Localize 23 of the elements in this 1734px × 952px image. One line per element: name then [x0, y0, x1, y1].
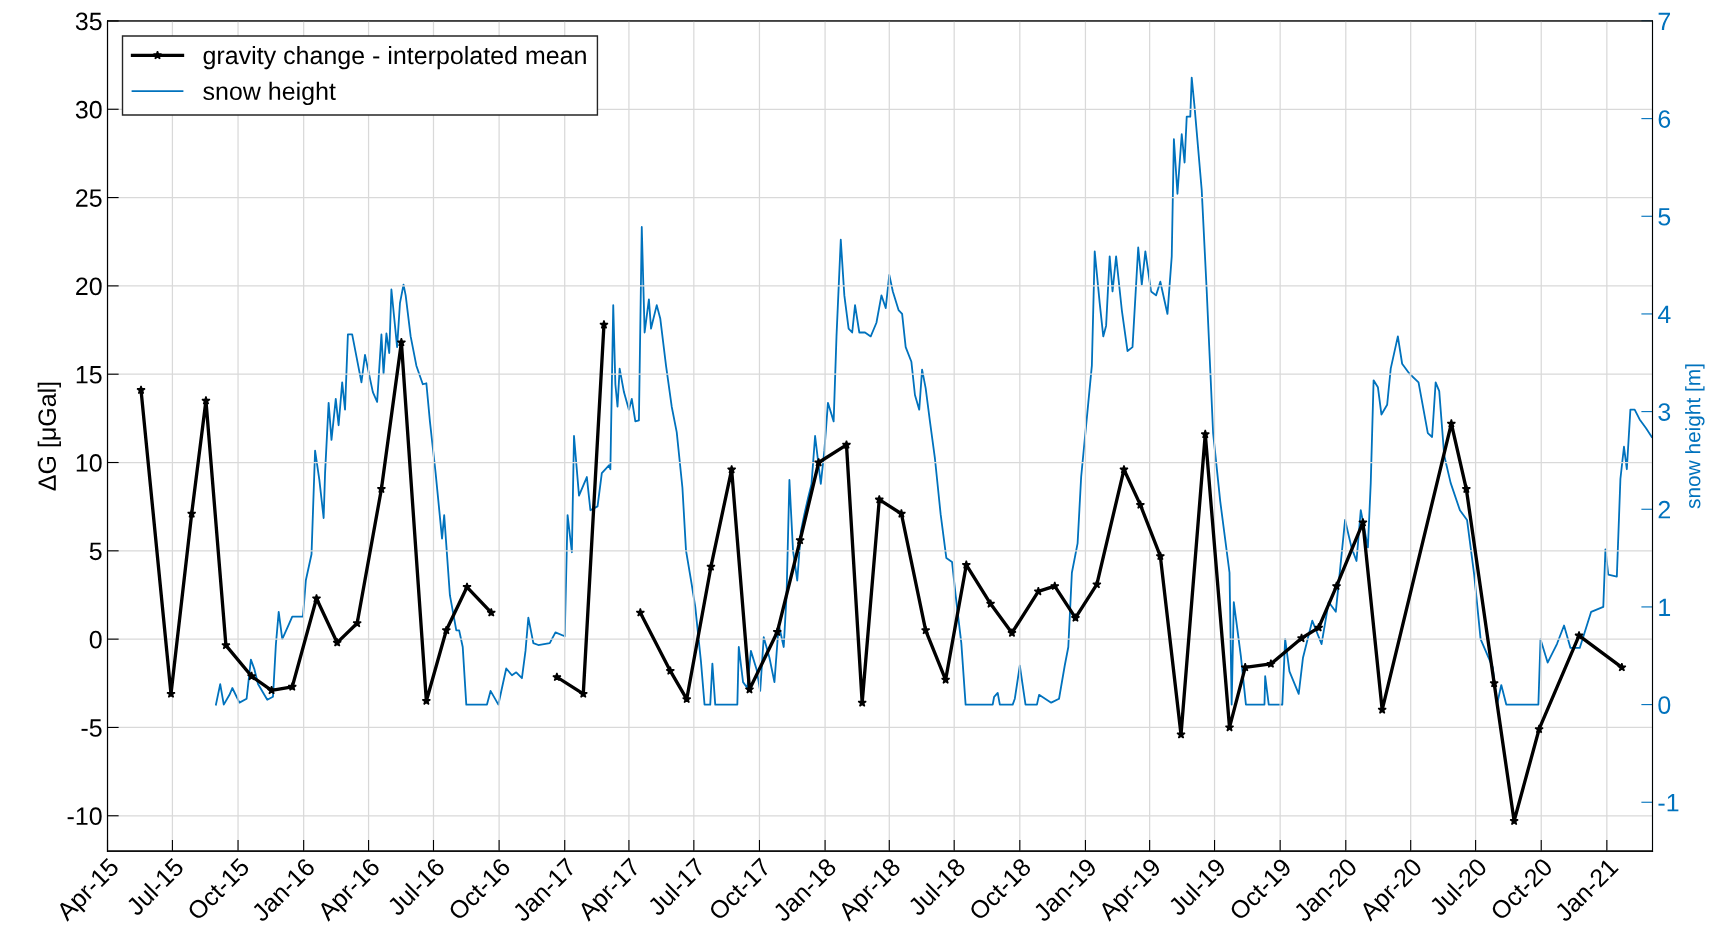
- y2-tick-label: -1: [1658, 794, 1679, 812]
- y2-axis-title: snow height [m]: [1685, 364, 1705, 509]
- y-tick-label: 10: [76, 454, 102, 472]
- y2-tick-label: 1: [1659, 598, 1671, 616]
- y-tick-label: 25: [76, 189, 102, 207]
- y-tick-label: 15: [76, 366, 102, 384]
- y-tick-label: 5: [89, 542, 102, 561]
- y2-tick-label: 0: [1658, 696, 1671, 714]
- y-tick-label: -5: [81, 719, 102, 737]
- y-tick-label: 35: [75, 12, 102, 31]
- y2-tick-label: 5: [1658, 208, 1671, 226]
- y-axis-title: ΔG [μGal]: [37, 382, 61, 491]
- y-tick-label: -10: [67, 807, 102, 826]
- y-tick-label: 30: [75, 100, 102, 119]
- y2-tick-label: 3: [1658, 403, 1671, 421]
- y2-tick-label: 6: [1658, 110, 1671, 128]
- y-tick-label: 0: [89, 630, 102, 649]
- y2-tick-label: 4: [1657, 305, 1671, 323]
- y2-tick-label: 2: [1658, 500, 1671, 519]
- legend-label: snow height: [203, 81, 336, 106]
- y2-tick-label: 7: [1658, 12, 1671, 30]
- y-tick-label: 20: [76, 277, 102, 296]
- legend-label: gravity change - interpolated mean: [203, 45, 586, 70]
